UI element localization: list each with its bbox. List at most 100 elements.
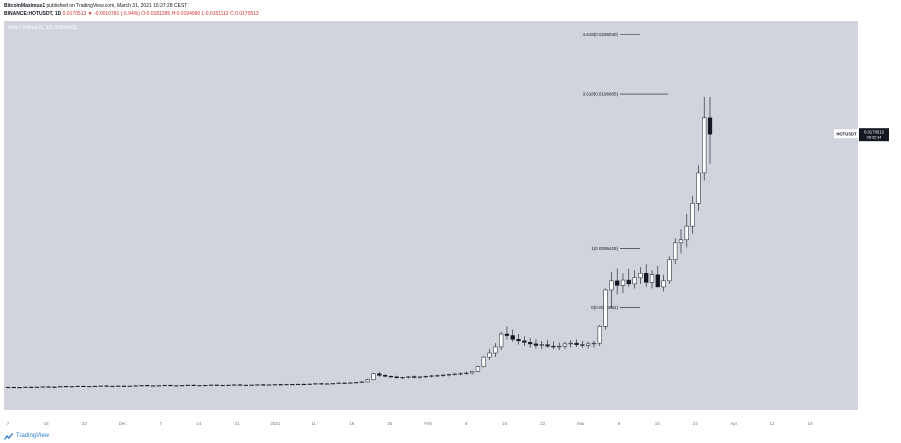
candle-up (406, 376, 411, 378)
candle-down (533, 343, 539, 346)
candle-up (243, 384, 249, 386)
candle-up (429, 375, 434, 377)
price-change: ▼ -0.0010781 (-5.94%) (87, 11, 140, 17)
candle-down (11, 386, 16, 389)
published-info: published on TradingView.com, March 31, … (46, 3, 188, 9)
x-tick-label: 21 (235, 421, 241, 426)
y-tick-label: 0.0120000 (864, 209, 884, 214)
y-tick-label: 0.0030000 (864, 345, 884, 350)
candle-up (661, 280, 666, 288)
candle-down (377, 373, 382, 376)
y-tick-label: 0.0160000 (864, 148, 884, 153)
candle-up (464, 372, 469, 374)
candle-up (208, 384, 214, 386)
candle-up (638, 272, 643, 279)
x-tick-label: 11 (311, 421, 316, 426)
candle-up (75, 385, 80, 387)
y-tick-label: 0.0020000 (864, 361, 884, 366)
candle-up (220, 384, 225, 387)
candle-up (562, 343, 568, 347)
x-tick-label: 19 (807, 421, 813, 426)
candle-down (551, 345, 556, 348)
candle-up (203, 384, 208, 387)
symbol-ohlc-line: BINANCE:HOTUSDT, 1D 0.0170513 ▼ -0.00107… (4, 10, 897, 18)
candle-up (371, 373, 376, 380)
plot-area (4, 21, 858, 410)
candle-up (87, 386, 92, 388)
y-tick-label: 0.0110000 (864, 224, 884, 229)
candle-up (557, 345, 562, 348)
price-tag-countdown: 08:32:34 (867, 136, 882, 140)
candle-down (81, 385, 86, 387)
candle-up (673, 242, 678, 260)
candle-up (649, 274, 655, 283)
candle-up (609, 280, 614, 291)
x-tick-label: 7 (160, 421, 163, 426)
price-tag-value: 0.0170513 (864, 130, 884, 135)
candle-up (353, 382, 359, 384)
chart-header: BitcoinMaximus1 published on TradingView… (4, 2, 897, 22)
candle-up (249, 384, 254, 386)
candlestick-chart[interactable]: Holo / TetherUS, 1D, BINANCE USDT 0.0240… (0, 19, 901, 430)
candle-up (156, 385, 161, 387)
candle-down (504, 333, 510, 336)
candle-up (469, 371, 475, 374)
x-tick-label: 8 (465, 421, 468, 426)
candle-up (313, 383, 318, 385)
candle-up (185, 384, 190, 386)
candle-up (139, 385, 144, 387)
candle-up (324, 383, 330, 385)
candle-up (92, 385, 98, 387)
candle-down (707, 117, 713, 135)
candle-down (104, 385, 109, 387)
tradingview-brand[interactable]: TradingView (16, 433, 50, 439)
high-value: H:0.0194990 (171, 11, 201, 17)
candle-down (17, 387, 22, 389)
candle-up (452, 373, 457, 375)
open-value: O:0.0181285 (141, 11, 171, 17)
fib-level-label: 4.618(0.0236040) (582, 32, 618, 37)
candle-down (574, 342, 579, 345)
x-tick-label: 12 (769, 421, 775, 426)
tradingview-logo-icon (4, 432, 13, 440)
price-axis: 0.0240000 0.0230000 0.0220000 0.0210000 0.02… (864, 26, 886, 411)
y-tick-label: -0.0010000 (864, 406, 886, 411)
price-tag-bg (859, 128, 889, 142)
candle-down (342, 382, 347, 384)
author-name[interactable]: BitcoinMaximus1 (4, 3, 46, 9)
y-tick-label: 0.0180000 (864, 117, 884, 122)
candle-up (330, 383, 336, 385)
y-tick-label: 0.0100000 (864, 239, 884, 244)
candle-up (69, 386, 74, 388)
candle-up (684, 225, 689, 241)
x-tick-label: 18 (349, 421, 355, 426)
candle-up (359, 381, 365, 383)
candle-down (145, 385, 150, 387)
y-tick-label: 0.0080000 (864, 269, 884, 274)
candle-down (121, 385, 127, 387)
x-tick-label: Mar (577, 421, 585, 426)
candle-down (655, 274, 660, 288)
fib-level-label: 1(0.0095428) (591, 246, 618, 251)
candle-down (46, 386, 51, 388)
x-tick-label: 22 (540, 421, 546, 426)
candle-up (266, 384, 272, 386)
y-tick-label: 0.0200000 (864, 87, 884, 92)
x-tick-label: 15 (502, 421, 508, 426)
candle-down (580, 344, 585, 346)
candle-up (162, 384, 167, 387)
low-value: L:0.0151112 (201, 11, 229, 17)
y-tick-label: 0.0010000 (864, 376, 884, 381)
fib-level-label: 3.618(0.0196885) (582, 92, 618, 97)
candle-up (678, 239, 684, 244)
candle-up (5, 386, 11, 389)
y-tick-label: 0.0000000 (864, 391, 884, 396)
candle-down (388, 376, 394, 378)
candle-up (348, 382, 353, 384)
candle-up (417, 376, 423, 378)
currency-label: USDT (864, 23, 878, 29)
candle-up (690, 203, 695, 227)
candle-up (232, 384, 237, 386)
symbol-tag-bg (834, 129, 859, 139)
candle-down (644, 272, 649, 283)
